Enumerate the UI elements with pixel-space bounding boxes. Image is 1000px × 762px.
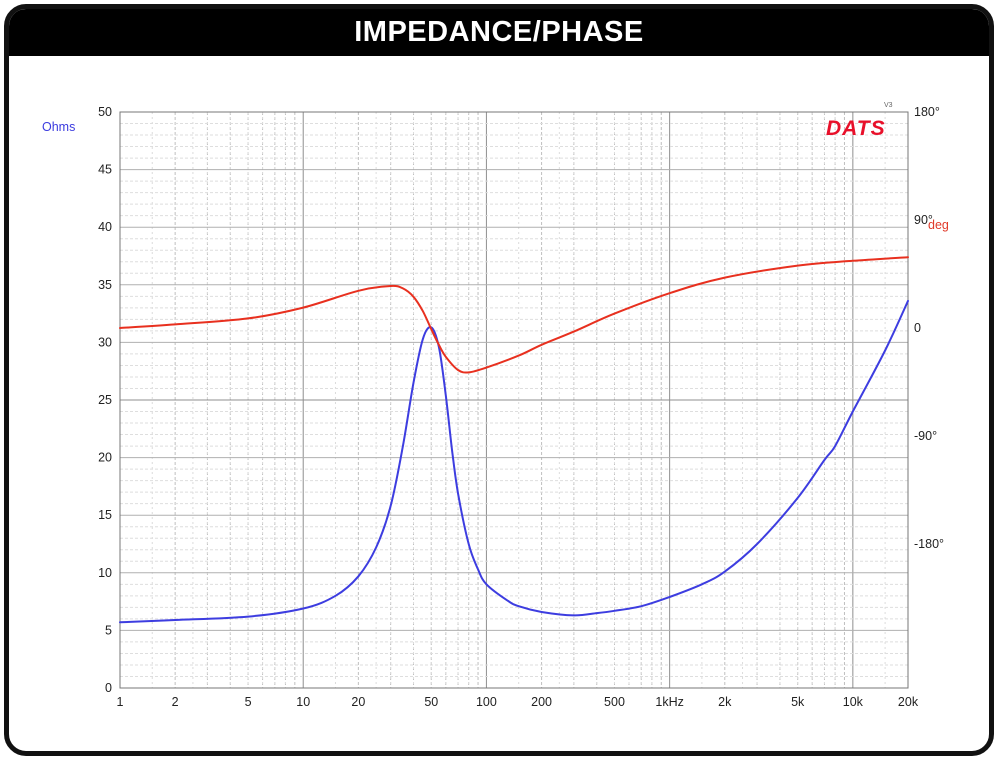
y-tick-label: 0 bbox=[105, 681, 112, 695]
y2-tick-label: -90° bbox=[914, 429, 937, 443]
x-tick-label: 1 bbox=[117, 695, 124, 709]
y-tick-label: 25 bbox=[98, 393, 112, 407]
y2-tick-label: 0 bbox=[914, 321, 921, 335]
y-tick-label: 30 bbox=[98, 335, 112, 349]
x-tick-label: 200 bbox=[531, 695, 552, 709]
y-tick-labels: 0 5 10 15 20 25 30 35 40 45 50 bbox=[98, 105, 112, 695]
x-tick-label: 2k bbox=[718, 695, 732, 709]
x-tick-label: 100 bbox=[476, 695, 497, 709]
y-tick-label: 35 bbox=[98, 278, 112, 292]
x-tick-labels: 1 2 5 10 20 50 100 200 500 1kHz 2k 5k 10k 20k bbox=[117, 695, 919, 709]
y-tick-label: 20 bbox=[98, 451, 112, 465]
grid bbox=[119, 111, 909, 689]
x-tick-label: 500 bbox=[604, 695, 625, 709]
y2-tick-labels: 180° 90° 0 -90° -180° bbox=[914, 105, 944, 551]
y2-tick-label: 90° bbox=[914, 213, 933, 227]
x-tick-label: 20 bbox=[351, 695, 365, 709]
x-tick-label: 1kHz bbox=[655, 695, 683, 709]
brand-version: V3 bbox=[884, 102, 893, 109]
x-tick-label: 10k bbox=[843, 695, 864, 709]
x-tick-label: 2 bbox=[172, 695, 179, 709]
y-tick-label: 45 bbox=[98, 163, 112, 177]
y-tick-label: 40 bbox=[98, 220, 112, 234]
x-tick-label: 20k bbox=[898, 695, 919, 709]
y2-axis-label: deg bbox=[928, 218, 949, 232]
chart-title: IMPEDANCE/PHASE bbox=[354, 16, 644, 48]
brand-logo: DATS bbox=[826, 117, 886, 140]
y-tick-label: 50 bbox=[98, 105, 112, 119]
x-tick-label: 10 bbox=[296, 695, 310, 709]
y2-tick-label: 180° bbox=[914, 105, 940, 119]
y-tick-label: 5 bbox=[105, 623, 112, 637]
y-tick-label: 15 bbox=[98, 508, 112, 522]
x-tick-label: 5 bbox=[245, 695, 252, 709]
y-axis-label: Ohms bbox=[42, 120, 75, 134]
series-line-impedance bbox=[119, 299, 909, 624]
plot-border bbox=[119, 111, 909, 689]
series bbox=[119, 256, 909, 624]
x-tick-label: 50 bbox=[424, 695, 438, 709]
series-line-phase bbox=[119, 256, 909, 374]
x-tick-label: 5k bbox=[791, 695, 805, 709]
title-bar: IMPEDANCE/PHASE bbox=[9, 9, 989, 56]
y-tick-label: 10 bbox=[98, 566, 112, 580]
y2-tick-label: -180° bbox=[914, 537, 944, 551]
